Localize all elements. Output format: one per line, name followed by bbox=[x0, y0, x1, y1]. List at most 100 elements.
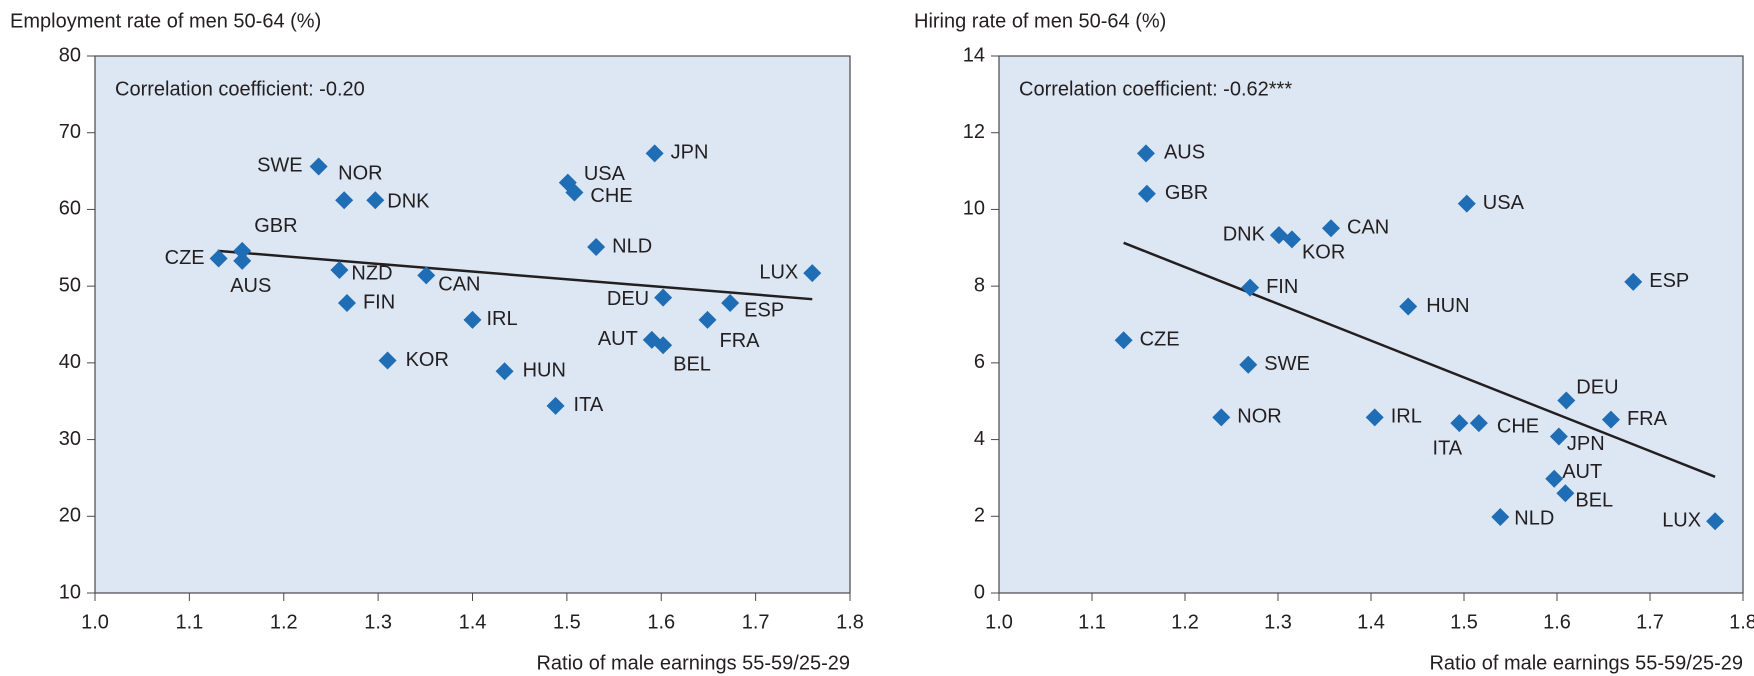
point-label: CZE bbox=[1140, 329, 1180, 351]
y-tick-label: 6 bbox=[974, 351, 985, 373]
point bbox=[1450, 414, 1469, 433]
point-label: SWE bbox=[1264, 353, 1310, 375]
point bbox=[1239, 355, 1258, 374]
point-label: ESP bbox=[1649, 270, 1689, 292]
point-label: GBR bbox=[1165, 182, 1208, 204]
point-label: KOR bbox=[406, 349, 449, 371]
point bbox=[209, 249, 228, 268]
point-label: CAN bbox=[438, 274, 480, 296]
point-label: DEU bbox=[1576, 377, 1618, 399]
point-label: LUX bbox=[759, 261, 798, 283]
y-tick-label: 12 bbox=[963, 121, 985, 143]
point bbox=[1545, 469, 1564, 488]
point bbox=[698, 310, 717, 329]
point bbox=[645, 144, 664, 163]
point bbox=[803, 264, 822, 283]
plot-area bbox=[998, 55, 1744, 594]
point-label: CAN bbox=[1347, 217, 1389, 239]
annotation: Correlation coefficient: -0.62*** bbox=[1019, 78, 1292, 100]
point bbox=[1457, 194, 1476, 213]
y-tick-label: 80 bbox=[59, 44, 81, 66]
point bbox=[1365, 408, 1384, 427]
point bbox=[1137, 184, 1156, 203]
point bbox=[366, 191, 385, 210]
x-tick-label: 1.0 bbox=[81, 611, 109, 633]
x-tick-label: 1.7 bbox=[1636, 611, 1664, 633]
point-label: CHE bbox=[590, 185, 632, 207]
y-tick-label: 4 bbox=[974, 428, 985, 450]
point bbox=[1601, 410, 1620, 429]
y-tick-label: 40 bbox=[59, 351, 81, 373]
point-label: JPN bbox=[1567, 433, 1605, 455]
point-label: LUX bbox=[1662, 510, 1701, 532]
point-label: SWE bbox=[257, 155, 303, 177]
point bbox=[1136, 144, 1155, 163]
x-tick-label: 1.0 bbox=[985, 611, 1013, 633]
point-label: AUS bbox=[1164, 142, 1205, 164]
point bbox=[1549, 427, 1568, 446]
y-axis-label: Employment rate of men 50-64 (%) bbox=[10, 10, 321, 32]
point-label: IRL bbox=[487, 308, 518, 330]
x-tick-label: 1.2 bbox=[270, 611, 298, 633]
point-label: DNK bbox=[1223, 223, 1266, 245]
point-label: NOR bbox=[338, 163, 382, 185]
point bbox=[463, 310, 482, 329]
point-label: DEU bbox=[607, 288, 649, 310]
x-tick-label: 1.4 bbox=[1357, 611, 1385, 633]
point-label: HUN bbox=[523, 360, 566, 382]
point-label: FIN bbox=[1266, 276, 1298, 298]
y-tick-label: 60 bbox=[59, 198, 81, 220]
y-tick-label: 2 bbox=[974, 505, 985, 527]
point bbox=[1624, 272, 1643, 291]
y-tick-label: 50 bbox=[59, 274, 81, 296]
point-label: AUT bbox=[1562, 461, 1602, 483]
x-tick-label: 1.1 bbox=[1078, 611, 1106, 633]
x-axis-label: Ratio of male earnings 55-59/25-29 bbox=[1429, 652, 1743, 674]
point bbox=[417, 266, 436, 285]
x-tick-label: 1.6 bbox=[1543, 611, 1571, 633]
y-tick-label: 14 bbox=[963, 44, 985, 66]
point bbox=[1241, 278, 1260, 297]
point-label: ITA bbox=[1433, 437, 1463, 459]
point bbox=[721, 294, 740, 313]
x-tick-label: 1.1 bbox=[175, 611, 203, 633]
point-label: CZE bbox=[165, 247, 205, 269]
point-label: DNK bbox=[387, 191, 430, 213]
point-label: FRA bbox=[719, 330, 760, 352]
x-axis-label: Ratio of male earnings 55-59/25-29 bbox=[536, 652, 850, 674]
point bbox=[337, 294, 356, 313]
x-tick-label: 1.5 bbox=[553, 611, 581, 633]
point bbox=[1491, 508, 1510, 527]
point bbox=[1322, 219, 1341, 238]
y-tick-label: 0 bbox=[974, 581, 985, 603]
point bbox=[1706, 512, 1725, 531]
point-label: FRA bbox=[1627, 408, 1668, 430]
x-tick-label: 1.3 bbox=[364, 611, 392, 633]
trend-line bbox=[217, 249, 813, 301]
point-label: CHE bbox=[1497, 415, 1539, 437]
point-label: BEL bbox=[673, 353, 711, 375]
point-label: FIN bbox=[363, 291, 395, 313]
point bbox=[654, 336, 673, 355]
y-tick-label: 70 bbox=[59, 121, 81, 143]
y-tick-label: 10 bbox=[59, 581, 81, 603]
y-tick-label: 20 bbox=[59, 505, 81, 527]
point bbox=[495, 362, 514, 381]
point-label: JPN bbox=[671, 142, 709, 164]
point bbox=[1282, 230, 1301, 249]
point-label: IRL bbox=[1391, 406, 1422, 428]
point bbox=[1114, 331, 1133, 350]
point bbox=[654, 288, 673, 307]
point-label: NLD bbox=[612, 235, 652, 257]
point bbox=[546, 396, 565, 415]
x-tick-label: 1.4 bbox=[459, 611, 487, 633]
point-label: GBR bbox=[254, 215, 297, 237]
point-label: USA bbox=[1483, 192, 1525, 214]
point bbox=[587, 238, 606, 257]
y-tick-label: 30 bbox=[59, 428, 81, 450]
x-tick-label: 1.3 bbox=[1264, 611, 1292, 633]
x-tick-label: 1.2 bbox=[1171, 611, 1199, 633]
point bbox=[378, 351, 397, 370]
point bbox=[233, 251, 252, 270]
